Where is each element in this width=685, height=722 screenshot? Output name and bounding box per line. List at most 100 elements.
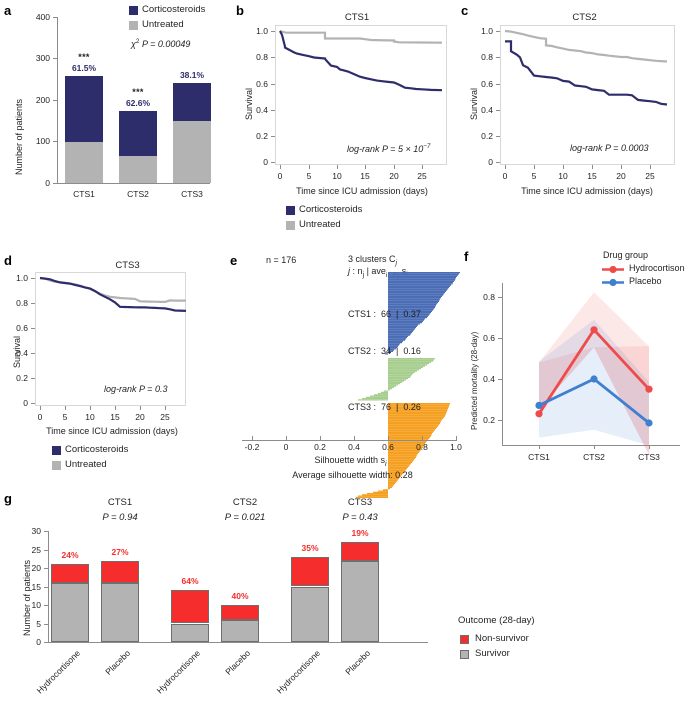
- panel-b-plot-frame: [275, 25, 447, 165]
- panel-b-xtick-label-20: 20: [389, 171, 399, 181]
- panel-e-xtick: [422, 436, 423, 440]
- panel-b-ytick: [271, 162, 275, 163]
- panel-f-ytick-label-08: 0.8: [483, 292, 495, 302]
- bar-g-1-percent-label: 24%: [61, 550, 79, 560]
- panel-e-xtick: [252, 436, 253, 440]
- panel-a-xtick-label-cts1: CTS1: [73, 189, 95, 199]
- bar-g-5-nonsurvivor: [291, 556, 329, 587]
- panel-g-label: g: [4, 491, 12, 506]
- ci-band-hydrocortisone-fix: [539, 292, 649, 455]
- point-hydrocortisone-cts1: [535, 410, 543, 418]
- silhouette-cluster-cts3: [356, 403, 450, 498]
- bar-cts2-percent-label: 62.6%: [125, 98, 151, 108]
- panel-b-xtick: [422, 165, 423, 169]
- panel-g-ytick-label-30: 30: [31, 526, 41, 536]
- bar-g-1-nonsurvivor: [51, 564, 89, 583]
- panel-b-xtick: [309, 165, 310, 169]
- panel-c-ytick: [496, 57, 500, 58]
- point-placebo-cts1: [535, 401, 543, 409]
- legend-swatch-survivor: [460, 650, 469, 659]
- panel-e-n-text: n = 176: [266, 255, 297, 265]
- panel-g-xlabel-6: Placebo: [343, 648, 373, 677]
- legend-swatch-untreated-d: [52, 461, 61, 470]
- legend-swatch-nonsurvivor: [460, 635, 469, 644]
- panel-e-xtick-label-0: 0: [283, 442, 289, 452]
- panel-g-ytick-label-10: 10: [31, 600, 41, 610]
- silhouette-cluster-cts2: [358, 358, 435, 401]
- km-curve-untreated-c: [504, 29, 668, 63]
- panel-c-label: c: [461, 3, 469, 18]
- panel-c-ytick-label-1: 1.0: [481, 26, 493, 36]
- panel-d-xtick: [40, 406, 41, 410]
- panel-b-xtick: [337, 165, 338, 169]
- bar-cts2-significance: ***: [132, 87, 144, 97]
- panel-e: e n = 176 3 clusters Cj j : nj | avei∈Cj…: [228, 250, 462, 498]
- panel-a-ytick: [53, 141, 57, 142]
- bar-cts3-percent-label: 38.1%: [179, 70, 205, 80]
- bar-g-3-nonsurvivor: [171, 590, 209, 624]
- panel-c-ytick-label-08: 0.8: [481, 52, 493, 62]
- panel-d-ytick: [31, 403, 35, 404]
- panel-a-xtick-label-cts3: CTS3: [181, 189, 203, 199]
- panel-g-ytick: [44, 568, 48, 569]
- panel-f-legend-marker-placebo: [602, 278, 624, 287]
- panel-e-xtick: [388, 436, 389, 440]
- panel-g-group-pvalue-cts2: P = 0.021: [224, 512, 266, 523]
- panel-f-xtick-label-cts3: CTS3: [638, 452, 660, 462]
- legend-label-survivor: Survivor: [475, 648, 510, 659]
- silhouette-cts1-name: CTS1 :: [348, 309, 377, 319]
- panel-d: d CTS3 Survival 1.0 0.8 0.6 0.4 0.2 0 0 …: [0, 250, 230, 485]
- panel-c-xtick-label-5: 5: [531, 171, 537, 181]
- panel-d-ytick: [31, 303, 35, 304]
- chisq-superscript: 2: [135, 38, 140, 45]
- bar-cts1-corticosteroids: [65, 76, 103, 142]
- silhouette-cluster-cts1: [385, 272, 460, 355]
- panel-f-xtick-label-cts1: CTS1: [528, 452, 550, 462]
- panel-b-xtick-label-10: 10: [332, 171, 342, 181]
- panel-d-pvalue: log-rank P = 0.3: [104, 384, 168, 394]
- panel-b-ytick: [271, 110, 275, 111]
- panel-a-xaxis: [57, 183, 210, 184]
- panel-g-ytick: [44, 642, 48, 643]
- panel-g-group-title-cts1: CTS1: [107, 497, 133, 508]
- panel-b-xtick-label-15: 15: [360, 171, 370, 181]
- panel-g-group-title-cts3: CTS3: [347, 497, 373, 508]
- panel-c-xtick-label-15: 15: [587, 171, 597, 181]
- panel-e-xtick-label-02: 0.2: [314, 442, 326, 452]
- panel-b-label: b: [236, 3, 244, 18]
- panel-b-pvalue: log-rank P = 5 × 10−7: [347, 143, 430, 154]
- legend-swatch-corticosteroids-d: [52, 446, 61, 455]
- panel-d-ytick: [31, 378, 35, 379]
- panel-c-ytick-label-02: 0.2: [481, 131, 493, 141]
- panel-d-ytick-label-06: 0.6: [16, 323, 28, 333]
- panel-e-nj-sub: j: [362, 271, 365, 279]
- panel-g-ytick-label-5: 5: [36, 619, 41, 629]
- panel-f-ytick: [498, 338, 502, 339]
- bar-g-4-percent-label: 40%: [231, 591, 249, 601]
- legend-swatch-corticosteroids-b: [286, 206, 295, 215]
- panel-e-xtick-label-06: 0.6: [382, 442, 394, 452]
- panel-d-title: CTS3: [115, 260, 140, 271]
- panel-f-ytick-label-06: 0.6: [483, 333, 495, 343]
- panel-f-legend-marker-hydrocortisone: [602, 265, 624, 274]
- panel-c-xtick-label-0: 0: [502, 171, 508, 181]
- panel-c-xtick: [592, 165, 593, 169]
- panel-b-ytick: [271, 57, 275, 58]
- panel-c-xtick: [534, 165, 535, 169]
- panel-a-ytick: [53, 17, 57, 18]
- panel-d-ytick: [31, 278, 35, 279]
- panel-c-xlabel: Time since ICU admission (days): [521, 186, 653, 196]
- panel-e-xtick: [456, 436, 457, 440]
- panel-b-ytick-label-0: 0: [263, 157, 268, 167]
- panel-b-ytick-label-02: 0.2: [256, 131, 268, 141]
- bar-g-2-nonsurvivor: [101, 560, 139, 583]
- panel-g-group-pvalue-cts3: P = 0.43: [342, 512, 378, 523]
- panel-e-xlabel: Silhouette width si: [268, 455, 433, 468]
- panel-a-ytick: [53, 58, 57, 59]
- panel-b-ytick-label-06: 0.6: [256, 79, 268, 89]
- point-hydrocortisone-cts3: [645, 385, 653, 393]
- panel-d-ytick: [31, 353, 35, 354]
- legend-label-nonsurvivor: Non-survivor: [475, 633, 529, 644]
- panel-g-group-pvalue-cts1: P = 0.94: [102, 512, 138, 523]
- panel-a-ytick: [53, 183, 57, 184]
